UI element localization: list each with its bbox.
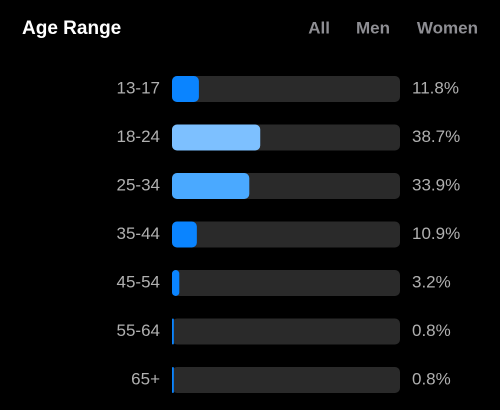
value-label: 3.2%: [412, 272, 451, 291]
bar-track: [172, 221, 400, 248]
filter-tab[interactable]: All: [308, 18, 330, 37]
bar-track: [172, 318, 400, 345]
bar-track: [172, 76, 400, 102]
bar: [172, 270, 180, 296]
value-label: 10.9%: [412, 224, 460, 243]
category-label: 13-17: [117, 78, 160, 97]
value-label: 11.8%: [412, 78, 459, 97]
value-label: 0.8%: [412, 321, 451, 340]
bar-track: [172, 270, 400, 296]
bar: [172, 76, 199, 102]
category-label: 25-34: [117, 175, 160, 194]
bar: [172, 124, 261, 151]
bar-track: [172, 367, 400, 393]
category-label: 65+: [131, 369, 160, 388]
bar: [172, 318, 174, 345]
value-label: 33.9%: [412, 175, 460, 194]
value-label: 0.8%: [412, 369, 451, 388]
filter-tab[interactable]: Women: [417, 18, 478, 37]
category-label: 18-24: [117, 127, 160, 146]
filter-tab[interactable]: Men: [356, 18, 390, 37]
chart-title: Age Range: [22, 18, 121, 39]
value-label: 38.7%: [412, 127, 460, 146]
bar: [172, 221, 197, 248]
category-label: 55-64: [117, 321, 160, 340]
bar: [172, 367, 174, 393]
bar: [172, 173, 250, 199]
category-label: 35-44: [117, 224, 160, 243]
category-label: 45-54: [117, 272, 160, 291]
